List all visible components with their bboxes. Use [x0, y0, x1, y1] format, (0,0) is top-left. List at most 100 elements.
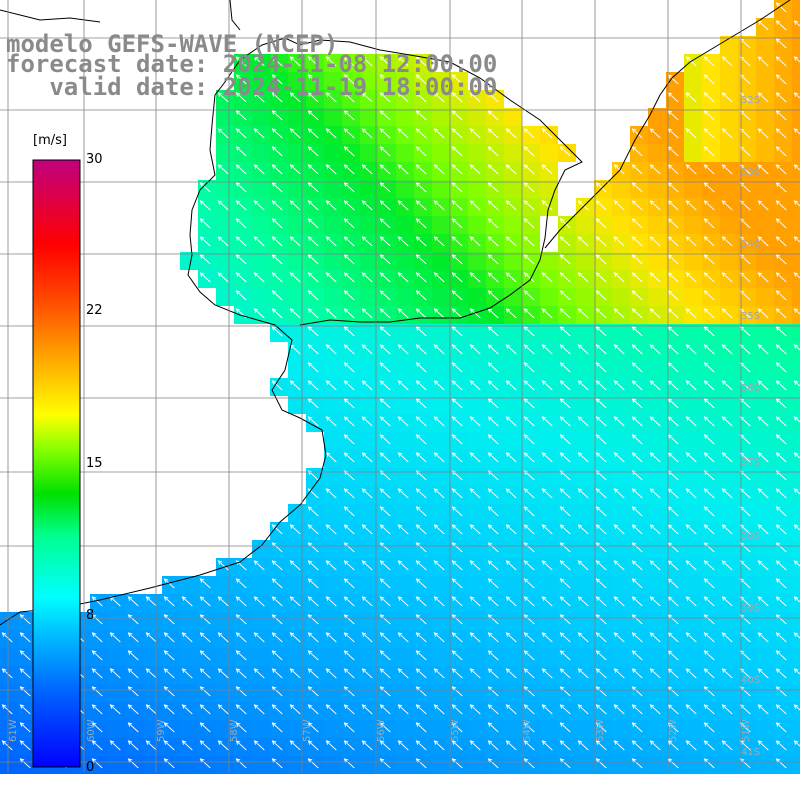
wind-arrow [379, 596, 391, 607]
wind-arrow [307, 236, 319, 247]
wind-arrow [577, 524, 589, 535]
wind-arrow [361, 200, 373, 211]
wind-arrow [775, 758, 787, 769]
wind-cell [360, 288, 378, 306]
wind-arrow [757, 704, 769, 715]
wind-arrow [307, 416, 319, 427]
wind-arrow [595, 416, 607, 427]
wind-cell [792, 306, 800, 324]
wind-cell [396, 648, 414, 666]
wind-arrow [217, 272, 229, 283]
wind-arrow [595, 380, 607, 391]
wind-arrow [163, 650, 175, 661]
wind-arrow [649, 596, 661, 607]
wind-arrow [523, 506, 535, 517]
wind-arrow [343, 686, 355, 697]
wind-arrow [199, 686, 211, 697]
wind-cell [576, 396, 594, 414]
wind-arrow [415, 740, 427, 751]
wind-cell [180, 252, 198, 270]
wind-arrow [451, 740, 463, 751]
wind-arrow [379, 416, 391, 427]
wind-arrow [379, 452, 391, 463]
wind-arrow [595, 398, 607, 409]
wind-arrow [343, 704, 355, 715]
lon-label: 57W [302, 719, 313, 742]
wind-arrow [631, 416, 643, 427]
wind-arrow [631, 596, 643, 607]
wind-arrow [343, 200, 355, 211]
wind-arrow [703, 650, 715, 661]
wind-arrow [307, 470, 319, 481]
wind-arrow [793, 344, 800, 351]
wind-arrow [307, 146, 319, 157]
wind-cell [108, 684, 126, 702]
wind-arrow [559, 758, 571, 769]
wind-arrow [343, 92, 355, 103]
wind-arrow [613, 452, 625, 463]
coastline [0, 37, 583, 626]
wind-arrow [793, 488, 800, 495]
wind-arrow [721, 200, 733, 211]
wind-cell [216, 108, 234, 126]
wind-arrow [379, 200, 391, 211]
wind-arrow [685, 308, 697, 319]
wind-arrow [325, 560, 337, 571]
wind-arrow [721, 452, 733, 463]
wind-arrow [631, 758, 643, 769]
wind-arrow [415, 596, 427, 607]
wind-arrow [289, 308, 301, 319]
wind-arrow [451, 290, 463, 301]
wind-cell [324, 504, 342, 522]
wind-arrow [379, 326, 391, 337]
wind-arrow [703, 272, 715, 283]
wind-arrow [343, 110, 355, 121]
wind-arrow [613, 164, 625, 175]
wind-arrow [595, 488, 607, 499]
wind-arrow [307, 704, 319, 715]
wind-arrow [541, 380, 553, 391]
wind-cell [432, 468, 450, 486]
wind-arrow [757, 488, 769, 499]
wind-arrow [415, 182, 427, 193]
wind-arrow [757, 524, 769, 535]
wind-cell [396, 216, 414, 234]
wind-arrow [487, 110, 499, 121]
wind-arrow [505, 344, 517, 355]
wind-arrow [523, 236, 535, 247]
wind-cell [648, 612, 666, 630]
wind-arrow [451, 614, 463, 625]
wind-arrow [307, 272, 319, 283]
wind-arrow [775, 218, 787, 229]
wind-cell [720, 720, 738, 738]
wind-cell [720, 540, 738, 558]
wind-cell [432, 612, 450, 630]
wind-arrow [721, 416, 733, 427]
wind-cell [792, 108, 800, 126]
wind-arrow [667, 596, 679, 607]
wind-arrow [379, 542, 391, 553]
wind-cell [792, 666, 800, 684]
wind-arrow [235, 290, 247, 301]
wind-arrow [307, 614, 319, 625]
wind-arrow [397, 704, 409, 715]
wind-arrow [199, 740, 211, 751]
wind-arrow [559, 416, 571, 427]
wind-cell [288, 288, 306, 306]
wind-arrow [505, 128, 517, 139]
wind-arrow [703, 506, 715, 517]
wind-arrow [19, 758, 31, 769]
wind-arrow [307, 398, 319, 409]
wind-cell [216, 648, 234, 666]
wind-arrow [631, 218, 643, 229]
wind-arrow [631, 686, 643, 697]
wind-cell [396, 432, 414, 450]
wind-arrow [613, 416, 625, 427]
wind-cell [396, 72, 414, 90]
wind-arrow [667, 362, 679, 373]
wind-arrow [685, 128, 697, 139]
wind-cell [396, 396, 414, 414]
wind-arrow [235, 254, 247, 265]
wind-cell [756, 324, 774, 342]
wind-arrow [379, 74, 391, 85]
